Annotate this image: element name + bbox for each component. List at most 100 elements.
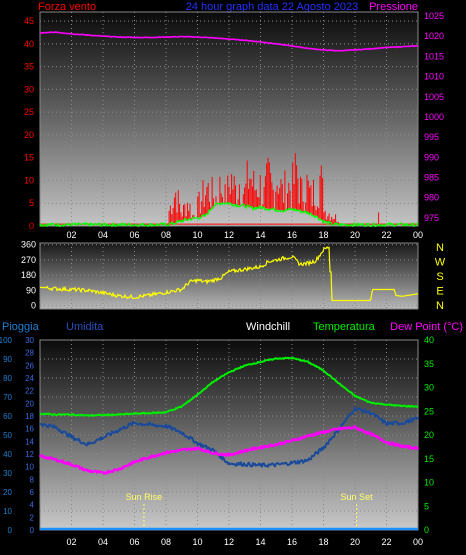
direction-tick-label: 180 bbox=[21, 270, 36, 280]
axis-labels: 0510152025303540459759809859909951000100… bbox=[0, 11, 444, 547]
dewpoint-line bbox=[38, 425, 419, 475]
pressure-tick-label: 980 bbox=[424, 193, 439, 203]
humidity-tick-label: 14 bbox=[25, 437, 34, 446]
wind-tick-label: 15 bbox=[24, 153, 34, 163]
pressure-tick-label: 1010 bbox=[424, 72, 444, 82]
sunset-label: Sun Set bbox=[341, 492, 374, 502]
data-series bbox=[38, 31, 419, 531]
rain-tick-label: 60 bbox=[3, 412, 12, 421]
temperature-tick-label: 10 bbox=[424, 478, 434, 488]
rain-tick-label: 70 bbox=[3, 393, 12, 402]
wind-tick-label: 30 bbox=[24, 84, 34, 94]
pressure-tick-label: 1025 bbox=[424, 11, 444, 21]
pressure-tick-label: 1015 bbox=[424, 51, 444, 61]
hour-tick-label: 04 bbox=[98, 230, 108, 240]
direction-tick-label: 270 bbox=[21, 255, 36, 265]
pressure-tick-label: 1005 bbox=[424, 92, 444, 102]
pressure-axis-title: Pressione bbox=[369, 1, 418, 13]
rain-tick-label: 0 bbox=[8, 526, 13, 535]
hour-tick-label: 06 bbox=[129, 537, 139, 547]
hour-tick-label: 20 bbox=[350, 537, 360, 547]
direction-tick-label: 0 bbox=[31, 301, 36, 311]
direction-tick-label: 90 bbox=[26, 285, 36, 295]
compass-letter-n: N bbox=[436, 300, 444, 312]
wind-tick-label: 5 bbox=[29, 198, 34, 208]
humidity-tick-label: 20 bbox=[25, 399, 34, 408]
hour-tick-label: 16 bbox=[287, 537, 297, 547]
hour-tick-label: 18 bbox=[318, 537, 328, 547]
pressure-line bbox=[39, 31, 418, 52]
hour-tick-label: 08 bbox=[161, 537, 171, 547]
humidity-tick-label: 26 bbox=[25, 361, 34, 370]
rain-tick-label: 10 bbox=[3, 507, 12, 516]
rain-tick-label: 30 bbox=[3, 469, 12, 478]
humidity-tick-label: 2 bbox=[30, 513, 35, 522]
humidity-tick-label: 16 bbox=[25, 425, 34, 434]
compass-letter-w: W bbox=[435, 257, 446, 269]
hour-tick-label: 02 bbox=[66, 537, 76, 547]
compass-letter-s: S bbox=[436, 271, 443, 283]
rain-tick-label: 20 bbox=[3, 488, 12, 497]
hour-tick-label: 16 bbox=[287, 230, 297, 240]
humidity-tick-label: 4 bbox=[30, 501, 35, 510]
pressure-tick-label: 990 bbox=[424, 152, 439, 162]
hour-tick-label: 00 bbox=[413, 537, 423, 547]
rain-tick-label: 100 bbox=[0, 336, 13, 345]
pressure-tick-label: 975 bbox=[424, 213, 439, 223]
humidity-tick-label: 18 bbox=[25, 412, 34, 421]
hour-tick-label: 14 bbox=[255, 537, 265, 547]
hour-tick-label: 10 bbox=[192, 230, 202, 240]
direction-tick-label: 360 bbox=[21, 240, 36, 250]
humidity-tick-label: 28 bbox=[25, 349, 34, 358]
humidity-tick-label: 10 bbox=[25, 463, 34, 472]
hour-tick-label: 22 bbox=[381, 230, 391, 240]
sunrise-label: Sun Rise bbox=[126, 492, 163, 502]
pressure-tick-label: 985 bbox=[424, 173, 439, 183]
hour-tick-label: 18 bbox=[318, 230, 328, 240]
humidity-tick-label: 8 bbox=[30, 475, 35, 484]
temperature-tick-label: 15 bbox=[424, 454, 434, 464]
humidity-tick-label: 6 bbox=[30, 488, 35, 497]
pressure-tick-label: 1000 bbox=[424, 112, 444, 122]
rain-tick-label: 80 bbox=[3, 374, 12, 383]
hour-tick-label: 10 bbox=[192, 537, 202, 547]
hour-tick-label: 20 bbox=[350, 230, 360, 240]
humidity-tick-label: 30 bbox=[25, 336, 34, 345]
legend-windchill: Windchill bbox=[246, 321, 290, 333]
avg-wind-line bbox=[39, 202, 419, 228]
hour-tick-label: 00 bbox=[413, 230, 423, 240]
hour-tick-label: 04 bbox=[98, 537, 108, 547]
hour-tick-label: 12 bbox=[224, 537, 234, 547]
rain-tick-label: 40 bbox=[3, 450, 12, 459]
temperature-tick-label: 35 bbox=[424, 359, 434, 369]
legend-dewpoint: Dew Point (°C) bbox=[390, 321, 463, 333]
rain-tick-label: 50 bbox=[3, 431, 12, 440]
wind-tick-label: 0 bbox=[29, 221, 34, 231]
hour-tick-label: 06 bbox=[129, 230, 139, 240]
temperature-tick-label: 25 bbox=[424, 406, 434, 416]
hour-tick-label: 14 bbox=[255, 230, 265, 240]
temperature-tick-label: 20 bbox=[424, 430, 434, 440]
rain-tick-label: 90 bbox=[3, 355, 12, 364]
chart-title: 24 hour graph data 22 Agosto 2023 bbox=[186, 1, 358, 13]
wind-tick-label: 20 bbox=[24, 130, 34, 140]
hour-tick-label: 22 bbox=[381, 537, 391, 547]
legend-humidity: Umidita bbox=[66, 321, 104, 333]
legend-rain: Pioggia bbox=[2, 321, 40, 333]
hour-tick-label: 02 bbox=[66, 230, 76, 240]
pressure-tick-label: 1020 bbox=[424, 31, 444, 41]
temperature-tick-label: 5 bbox=[424, 501, 429, 511]
wind-tick-label: 40 bbox=[24, 39, 34, 49]
compass-letter-e: E bbox=[436, 286, 443, 298]
compass-letter-n: N bbox=[436, 242, 444, 254]
legend-temperature: Temperatura bbox=[313, 321, 376, 333]
hour-tick-label: 12 bbox=[224, 230, 234, 240]
humidity-tick-label: 12 bbox=[25, 450, 34, 459]
temperature-line bbox=[39, 356, 419, 417]
wind-tick-label: 35 bbox=[24, 62, 34, 72]
wind-direction-line bbox=[39, 246, 419, 302]
humidity-tick-label: 0 bbox=[30, 526, 35, 535]
humidity-tick-label: 22 bbox=[25, 387, 34, 396]
